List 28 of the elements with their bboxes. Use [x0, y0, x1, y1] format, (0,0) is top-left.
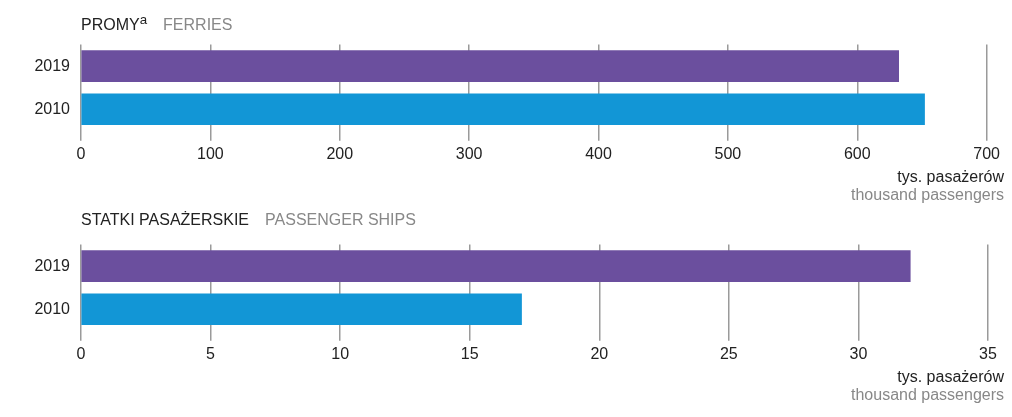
x-tick-label: 400	[585, 144, 612, 162]
y-tick-label: 2010	[34, 99, 71, 117]
chart-title: STATKI PASAŻERSKIE	[81, 211, 250, 228]
chart-subtitle: PASSENGER SHIPS	[265, 211, 416, 228]
y-tick-label: 2019	[34, 256, 71, 274]
x-tick-label: 700	[973, 144, 1001, 162]
chart-subtitle: FERRIES	[163, 16, 233, 34]
y-tick-label: 2010	[34, 299, 71, 317]
x-tick-label: 0	[76, 344, 86, 362]
x-tick-label: 15	[460, 344, 479, 362]
x-axis-title: tys. pasażerów	[896, 168, 1004, 186]
x-tick-label: 35	[979, 344, 997, 362]
x-tick-label: 600	[843, 144, 871, 162]
x-tick-label: 300	[455, 144, 483, 162]
x-tick-label: 25	[719, 344, 738, 362]
y-tick-label: 2019	[34, 56, 71, 74]
x-tick-label: 5	[206, 344, 216, 362]
x-axis-title: tys. pasażerów	[896, 368, 1004, 386]
text: thousand passengers	[850, 186, 1004, 204]
x-tick-label: 20	[590, 344, 609, 362]
x-tick-label: 30	[849, 344, 868, 362]
text: thousand passengers	[850, 386, 1004, 404]
x-tick-label: 500	[714, 144, 742, 162]
x-tick-label: 0	[76, 144, 86, 162]
chart-title: PROMY$^{a}$	[81, 12, 148, 34]
x-tick-label: 10	[331, 344, 350, 362]
x-tick-label: 200	[326, 144, 354, 162]
x-tick-label: 100	[197, 144, 224, 162]
